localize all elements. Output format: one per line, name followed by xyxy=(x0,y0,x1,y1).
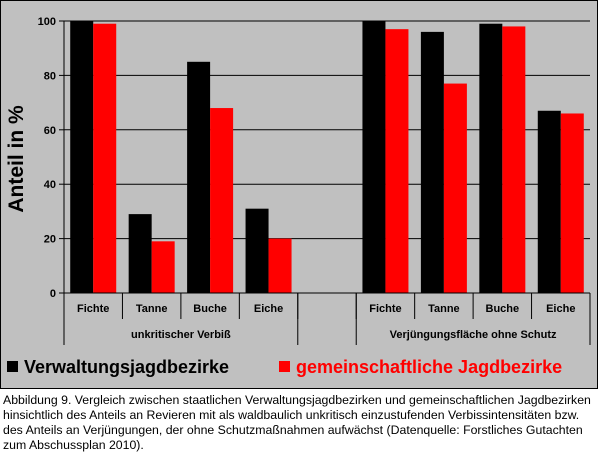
bar xyxy=(385,29,409,293)
category-label: Eiche xyxy=(254,303,283,315)
y-tick-label: 40 xyxy=(44,179,56,191)
y-tick-label: 0 xyxy=(50,288,56,300)
category-label: Fichte xyxy=(77,303,109,315)
group-label: Verjüngungsfläche ohne Schutz xyxy=(390,329,557,341)
bar xyxy=(187,61,211,293)
category-label: Buche xyxy=(193,303,227,315)
bar xyxy=(210,108,234,293)
bar xyxy=(93,23,117,293)
legend-item-gemeinschaftliche-jagdbezirke: gemeinschaftliche Jagdbezirke xyxy=(279,357,562,378)
category-label: Eiche xyxy=(546,303,575,315)
legend-label: gemeinschaftliche Jagdbezirke xyxy=(296,357,563,377)
y-tick-label: 20 xyxy=(44,234,56,246)
bar-chart: Anteil in % 0 20 40 60 80 100 Fichte Tanne Buche E… xyxy=(5,16,591,345)
y-tick-label: 60 xyxy=(44,125,56,137)
group-label: unkritischer Verbiß xyxy=(131,329,231,341)
bar xyxy=(420,31,444,293)
legend-item-verwaltungsjagdbezirke: Verwaltungsjagdbezirke xyxy=(7,357,229,378)
legend-swatch-black xyxy=(7,361,18,372)
bar xyxy=(479,23,503,293)
bar xyxy=(245,208,269,293)
y-tick-label: 100 xyxy=(38,16,56,28)
bar xyxy=(537,110,561,293)
bar xyxy=(70,21,94,293)
bar xyxy=(502,26,526,293)
category-label: Tanne xyxy=(136,303,168,315)
bar xyxy=(128,214,152,293)
category-label: Fichte xyxy=(369,303,401,315)
legend-swatch-red xyxy=(279,361,290,372)
bar xyxy=(443,83,467,293)
bar xyxy=(362,21,386,293)
y-axis-title: Anteil in % xyxy=(5,105,28,213)
category-label: Buche xyxy=(486,303,520,315)
legend-label: Verwaltungsjagdbezirke xyxy=(24,357,230,377)
bar xyxy=(560,113,584,293)
bar xyxy=(151,241,175,293)
y-tick-label: 80 xyxy=(44,70,56,82)
category-label: Tanne xyxy=(428,303,460,315)
chart-figure: Anteil in % 0 20 40 60 80 100 Fichte Tanne Buche E… xyxy=(0,0,598,389)
figure-caption: Abbildung 9. Vergleich zwischen staatlic… xyxy=(3,393,591,452)
bar xyxy=(268,238,292,293)
